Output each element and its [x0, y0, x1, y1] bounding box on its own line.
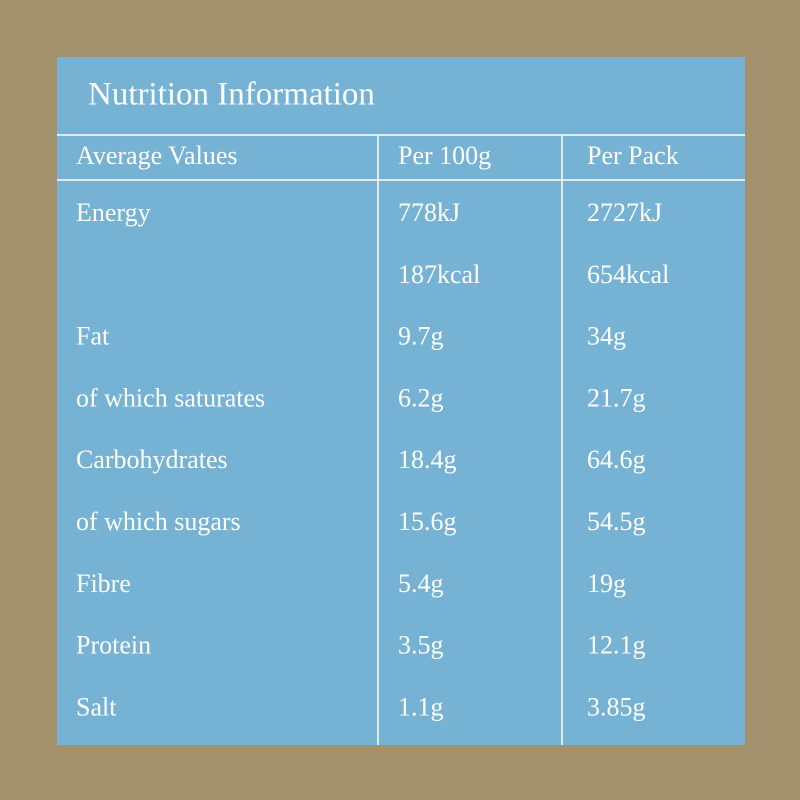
- row-label: Protein: [76, 631, 151, 660]
- per-100g-value: 15.6g: [398, 507, 457, 536]
- per-pack-value: 2727kJ: [587, 198, 662, 227]
- per-pack-value: 64.6g: [587, 445, 646, 474]
- per-100g-value: 187kcal: [398, 260, 480, 289]
- row-label: Salt: [76, 692, 117, 721]
- column-header: Average Values: [76, 141, 237, 170]
- per-pack-value: 12.1g: [587, 631, 646, 660]
- per-pack-value: 54.5g: [587, 507, 646, 536]
- row-label: Fibre: [76, 569, 131, 598]
- per-100g-value: 9.7g: [398, 322, 444, 351]
- column-header: Per Pack: [587, 141, 679, 170]
- row-label: of which sugars: [76, 507, 241, 536]
- per-100g-value: 18.4g: [398, 445, 457, 474]
- per-100g-value: 5.4g: [398, 569, 444, 598]
- per-pack-value: 3.85g: [587, 692, 646, 721]
- per-pack-value: 654kcal: [587, 260, 669, 289]
- per-pack-value: 19g: [587, 569, 626, 598]
- table-panel: [57, 57, 745, 745]
- per-100g-value: 6.2g: [398, 383, 444, 412]
- row-label: Fat: [76, 322, 110, 351]
- row-label: Carbohydrates: [76, 445, 228, 474]
- per-100g-value: 1.1g: [398, 692, 444, 721]
- row-label: of which saturates: [76, 383, 265, 412]
- per-pack-value: 34g: [587, 322, 626, 351]
- title: Nutrition Information: [88, 77, 375, 113]
- per-100g-value: 3.5g: [398, 631, 444, 660]
- per-pack-value: 21.7g: [587, 383, 646, 412]
- row-label: Energy: [76, 198, 151, 227]
- column-header: Per 100g: [398, 141, 491, 170]
- per-100g-value: 778kJ: [398, 198, 460, 227]
